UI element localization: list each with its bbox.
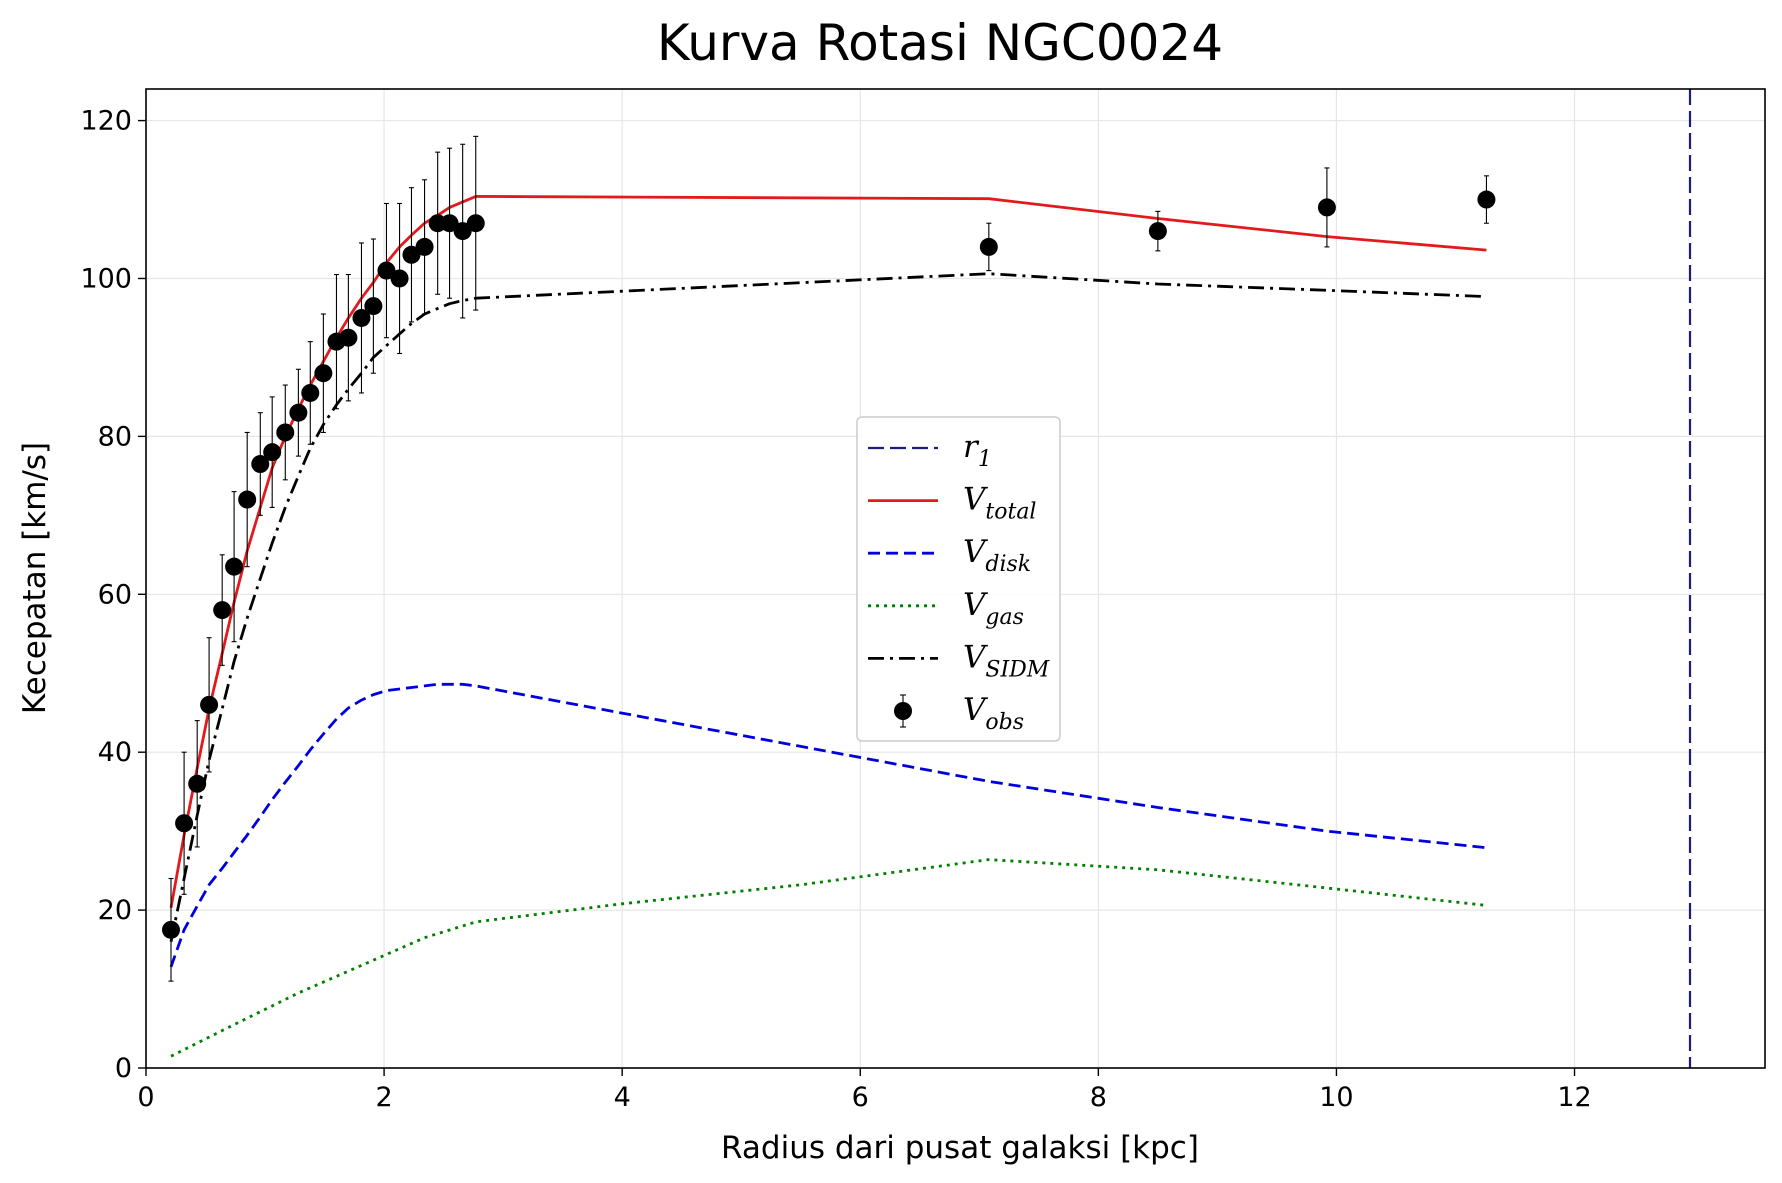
x-tick-label: 4 xyxy=(614,1082,631,1113)
y-tick-label: 120 xyxy=(80,106,132,137)
observed-point xyxy=(289,403,308,422)
observed-point xyxy=(200,695,219,714)
legend-box xyxy=(856,416,1061,742)
observed-point xyxy=(377,261,396,280)
legend-label-sub: total xyxy=(985,500,1036,525)
observed-point xyxy=(1317,198,1336,217)
series-layer xyxy=(161,89,1692,1068)
legend-label-main: V xyxy=(963,692,989,728)
legend-label-main: V xyxy=(963,534,989,570)
series-v-gas xyxy=(170,858,1487,1058)
observed-point xyxy=(1477,190,1496,209)
x-tick-label: 0 xyxy=(137,1082,154,1113)
legend-point-marker xyxy=(894,702,912,720)
legend-entry-v-total: Vtotal xyxy=(868,482,1036,525)
legend-label-sub: obs xyxy=(985,710,1024,735)
observed-point xyxy=(466,214,485,233)
y-axis-label: Kecepatan [km/s] xyxy=(17,442,53,714)
legend-label-main: r xyxy=(963,429,980,465)
y-tick-label: 60 xyxy=(98,579,132,610)
observed-point xyxy=(440,214,459,233)
legend-entry-v-sidm: VSIDM xyxy=(868,639,1050,682)
observed-point xyxy=(263,443,282,462)
legend-entry-r1: r1 xyxy=(868,429,992,472)
y-tick-label: 80 xyxy=(98,421,132,452)
y-tick-label: 40 xyxy=(98,737,132,768)
legend-label-main: V xyxy=(963,482,989,518)
x-tick-label: 10 xyxy=(1319,1082,1353,1113)
legend-label-sub: gas xyxy=(985,605,1024,630)
legend-label-main: V xyxy=(963,639,989,675)
legend-label: Vobs xyxy=(963,692,1024,735)
legend-label-sub: 1 xyxy=(978,447,992,472)
chart-title: Kurva Rotasi NGC0024 xyxy=(657,14,1223,72)
x-axis-label: Radius dari pusat galaksi [kpc] xyxy=(721,1130,1199,1166)
x-tick-label: 8 xyxy=(1090,1082,1107,1113)
legend-label: Vgas xyxy=(963,587,1024,630)
observed-point xyxy=(390,269,409,288)
observed-point xyxy=(352,308,371,327)
legend-label: VSIDM xyxy=(963,639,1050,682)
observed-point xyxy=(301,383,320,402)
x-tick-label: 12 xyxy=(1557,1082,1591,1113)
observed-point xyxy=(188,774,207,793)
series-v-disk xyxy=(169,682,1487,968)
observed-point xyxy=(161,920,180,939)
y-tick-label: 100 xyxy=(80,263,132,294)
observed-point xyxy=(251,455,270,474)
observed-point xyxy=(225,557,244,576)
legend-entry-v-obs: Vobs xyxy=(894,692,1024,735)
series-v-sidm xyxy=(169,272,1487,942)
x-tick-label: 6 xyxy=(852,1082,869,1113)
legend-label: Vtotal xyxy=(963,482,1036,525)
legend-entry-v-gas: Vgas xyxy=(868,587,1024,630)
observed-point xyxy=(453,222,472,241)
plot-frame xyxy=(145,88,1766,1069)
legend-entry-v-disk: Vdisk xyxy=(868,534,1031,577)
observed-point xyxy=(276,423,295,442)
observed-point xyxy=(238,490,257,509)
legend-label-sub: disk xyxy=(985,552,1031,577)
observed-point xyxy=(402,245,421,264)
legend-label-main: V xyxy=(963,587,989,623)
y-tick-label: 0 xyxy=(115,1053,132,1084)
observed-point xyxy=(364,297,383,316)
observed-point xyxy=(415,237,434,256)
observed-point xyxy=(213,601,232,620)
legend-label: Vdisk xyxy=(963,534,1031,577)
observed-point xyxy=(175,814,194,833)
y-tick-label: 20 xyxy=(98,895,132,926)
legend-label: r1 xyxy=(963,429,992,472)
observed-point xyxy=(979,237,998,256)
observed-point xyxy=(339,328,358,347)
x-tick-label: 2 xyxy=(375,1082,392,1113)
observed-point xyxy=(1148,222,1167,241)
legend-label-sub: SIDM xyxy=(985,657,1049,682)
observed-point xyxy=(314,364,333,383)
